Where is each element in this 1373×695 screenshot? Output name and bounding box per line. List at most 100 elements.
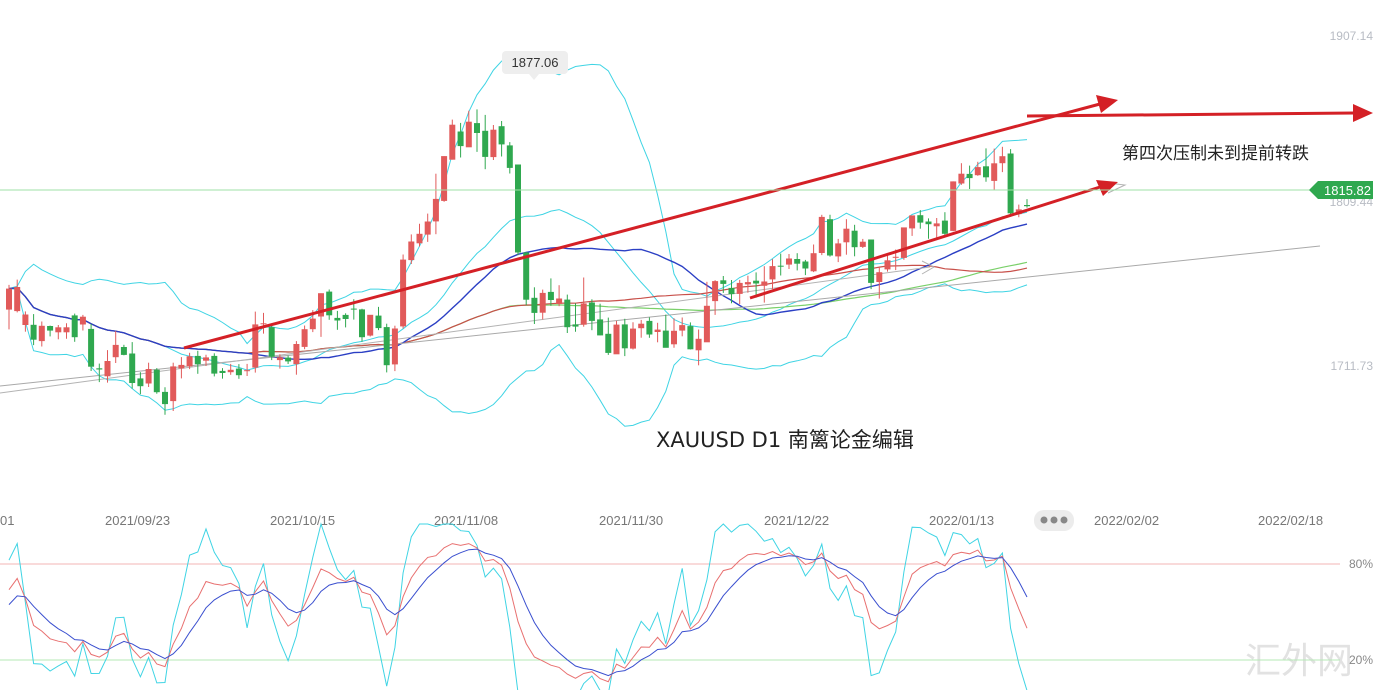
candle-body [646,321,652,335]
candle-body [154,370,160,393]
candle-body [1008,154,1014,214]
candle-body [827,219,833,255]
candle-body [786,259,792,265]
price-tick: 1907.14 [1330,29,1373,43]
more-dot [1061,517,1068,524]
candle-body [622,324,628,348]
osc-d-line [9,549,1027,676]
candle-body [482,131,488,157]
candle-body [113,345,119,357]
more-dot [1051,517,1058,524]
candle-body [614,325,620,355]
candle-body [269,327,275,357]
candle-body [55,327,61,332]
candle-body [917,215,923,222]
candle-body [400,260,406,327]
candle-body [556,299,562,304]
candle-body [392,329,398,365]
upper-channel-line [184,104,1100,348]
candle-body [737,283,743,294]
candle-body [72,315,78,337]
candle-body [531,298,537,313]
candle-body [425,222,431,235]
candle-body [523,253,529,300]
candle-body [6,289,12,310]
candle-body [548,292,554,300]
candle-body [630,329,636,349]
candle-body [310,319,316,330]
candle-body [605,334,611,353]
candle-body [597,319,603,335]
candle-body [31,325,37,340]
candle-body [663,331,669,348]
candle-body [909,215,915,228]
date-tick: 2022/02/18 [1258,513,1323,528]
candle-body [195,356,201,364]
candle-body [178,365,184,369]
candle-body [999,156,1005,163]
candle-body [285,358,291,362]
annotation-text: 第四次压制未到提前转跌 [1122,144,1309,164]
candle-body [433,199,439,222]
candle-body [351,309,357,310]
candle-body [770,266,776,279]
candle-body [991,163,997,181]
candle-body [712,281,718,301]
date-tick: 2021/10/15 [270,513,335,528]
candle-body [466,122,472,148]
candle-body [1024,205,1030,206]
candle-body [228,370,234,372]
osc-level: 80% [1349,557,1373,571]
candle-body [236,369,242,376]
candle-body [96,368,102,369]
candle-body [704,306,710,343]
candle-body [88,329,94,367]
candle-body [39,326,45,341]
candle-body [671,331,677,345]
candle-body [187,356,193,366]
date-tick: 2021/11/30 [599,513,663,528]
osc-level: 20% [1349,653,1373,667]
candle-body [22,315,28,326]
candle-body [926,222,932,225]
candle-body [359,309,365,337]
more-dot [1041,517,1048,524]
candle-body [47,326,53,331]
candle-body [170,366,176,401]
candle-body [638,324,644,329]
ma-red-line [9,265,1027,353]
chart-title: XAUUSD D1 南篱论金编辑 [656,428,914,452]
candle-body [376,316,382,329]
upper-channel-arrow [1096,95,1118,113]
candle-body [983,166,989,177]
candle-body [835,243,841,256]
candle-body [893,257,899,258]
date-tick: 2021/09/23 [105,513,170,528]
candle-body [417,234,423,244]
date-tick: 01 [0,513,14,528]
candle-body [507,145,513,168]
candle-body [581,303,587,324]
site-watermark: 汇外网 [1245,641,1353,682]
candle-body [794,259,800,264]
candle-body [843,229,849,243]
candle-body [901,227,907,258]
candle-body [778,266,784,267]
candle-body [950,181,956,231]
candle-body [942,221,948,234]
lower-channel-line [750,187,1100,298]
candle-body [573,324,579,326]
candle-body [162,392,168,404]
date-tick: 2021/11/08 [434,513,498,528]
candle-body [244,370,250,371]
candle-body [934,223,940,226]
current-price-label: 1815.82 [1324,183,1371,198]
candle-body [540,293,546,313]
candle-body [220,371,226,373]
price-tick: 1711.73 [1331,359,1373,373]
candle-body [515,165,521,253]
candle-body [819,217,825,253]
candle-body [589,303,595,321]
candle-body [211,356,217,374]
